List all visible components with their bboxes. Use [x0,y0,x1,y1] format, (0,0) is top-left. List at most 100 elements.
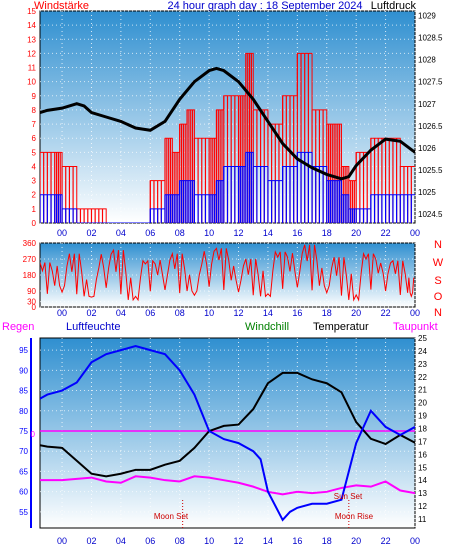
hour-tick-label: 10 [204,536,214,546]
wind-tick-label: 9 [32,92,37,101]
wind-tick-label: 2 [32,191,37,200]
humidity-line [40,345,415,522]
hour-tick-label: 22 [381,308,391,318]
direction-compass-label: N [434,239,442,251]
temperature-tick-label: 11 [418,515,427,524]
direction-tick-label: 270 [23,255,37,264]
moon-set-label: Moon Set [154,512,189,521]
direction-compass-label: N [434,307,442,319]
humidity-tick-label: 65 [19,467,28,476]
hour-tick-label: 16 [292,228,302,238]
hour-tick-label: 04 [116,228,126,238]
hour-tick-label: 12 [234,536,244,546]
humidity-tick-label: 85 [19,387,28,396]
pressure-tick-label: 1025 [418,188,436,197]
wind-tick-label: 8 [32,106,37,115]
rain-zero-label: 0 [31,430,36,439]
temperature-line [40,371,415,478]
hour-tick-label: 12 [234,228,244,238]
wind-line [40,151,415,223]
hour-tick-label: 02 [86,308,96,318]
hour-tick-label: 16 [292,308,302,318]
temperature-tick-label: 20 [418,399,427,408]
hour-tick-label: 10 [204,308,214,318]
dewpoint-label: Taupunkt [393,321,438,333]
dewpoint-line [40,475,415,496]
gust-line [40,52,415,223]
temperature-tick-label: 24 [418,347,427,356]
hour-tick-label: 00 [410,536,420,546]
humidity-tick-label: 55 [19,508,28,517]
temperature-tick-label: 18 [418,424,427,433]
wind-series-group [40,52,415,223]
temperature-label: Temperatur [313,321,369,333]
wind-tick-label: 1 [32,205,37,214]
direction-series-group [40,244,415,302]
temperature-tick-label: 13 [418,489,427,498]
hour-tick-label: 08 [175,228,185,238]
pressure-tick-label: 1026 [418,144,436,153]
moon-rise-label: Moon Rise [335,512,374,521]
temperature-tick-label: 16 [418,450,427,459]
hour-tick-label: 06 [145,536,155,546]
hour-tick-label: 20 [351,228,361,238]
wind-tick-label: 12 [27,49,36,58]
rain-label: Regen [2,321,34,333]
hour-tick-label: 18 [322,308,332,318]
wind-tick-label: 11 [28,64,37,73]
direction-tick-label: 180 [23,271,37,280]
wind-tick-label: 15 [27,7,36,16]
pressure-tick-label: 1027.5 [418,78,443,87]
humidity-tick-label: 90 [19,366,28,375]
hour-tick-label: 14 [263,228,273,238]
temperature-tick-label: 21 [418,386,427,395]
direction-line [40,244,415,302]
temperature-tick-label: 22 [418,373,427,382]
direction-compass-label: W [433,257,444,269]
pressure-label: Luftdruck [371,0,417,12]
pressure-tick-label: 1025.5 [418,166,443,175]
hour-tick-label: 06 [145,228,155,238]
wind-tick-label: 4 [32,162,37,171]
hour-tick-label: 20 [351,536,361,546]
hour-tick-label: 22 [381,228,391,238]
direction-tick-label: 0 [32,303,37,312]
pressure-tick-label: 1027 [418,100,436,109]
hour-tick-label: 02 [86,228,96,238]
humidity-tick-label: 80 [19,407,28,416]
wind-strength-label: Windstärke [34,0,89,12]
hour-tick-label: 04 [116,536,126,546]
wind-tick-label: 14 [27,21,36,30]
pressure-line [40,66,415,181]
hour-tick-label: 00 [57,228,67,238]
temperature-tick-label: 15 [418,463,427,472]
wind-tick-label: 6 [32,134,37,143]
sun-set-label: Sun Set [334,492,363,501]
direction-compass-label: S [434,275,441,287]
wind-tick-label: 3 [32,177,37,186]
temperature-tick-label: 19 [418,412,427,421]
humidity-tick-label: 75 [19,427,28,436]
humidity-label: Luftfeuchte [66,321,120,333]
hour-tick-label: 12 [234,308,244,318]
hour-tick-label: 18 [322,536,332,546]
pressure-tick-label: 1024.5 [418,210,443,219]
humidity-panel [39,337,416,529]
wind-tick-label: 5 [32,148,37,157]
temperature-tick-label: 17 [418,437,427,446]
wind-tick-label: 7 [32,120,37,129]
graph-title: 24 hour graph day : 18 September 2024 [167,0,362,12]
hour-tick-label: 20 [351,308,361,318]
hour-tick-label: 06 [145,308,155,318]
direction-compass-label: O [434,291,443,303]
temperature-tick-label: 25 [418,334,427,343]
wind-tick-label: 0 [32,219,37,228]
series-layer [40,52,415,522]
direction-tick-label: 90 [27,287,36,296]
humidity-tick-label: 70 [19,447,28,456]
hour-tick-label: 04 [116,308,126,318]
pressure-tick-label: 1028 [418,56,436,65]
